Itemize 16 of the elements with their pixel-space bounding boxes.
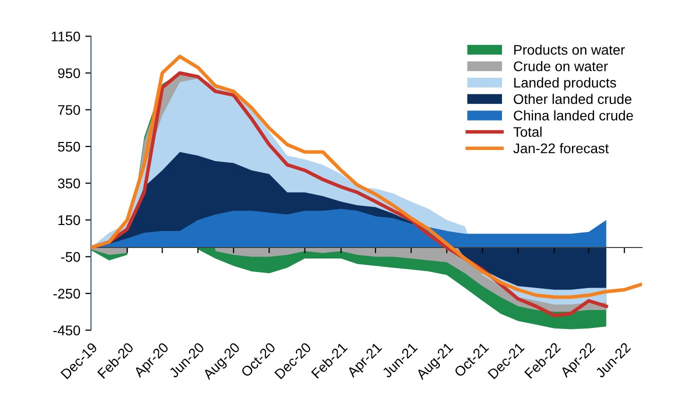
y-tick-label: 350 [58, 178, 80, 188]
legend-label: Crude on water [514, 61, 608, 72]
legend-label: China landed crude [514, 110, 633, 120]
y-tick-label: 150 [58, 215, 80, 226]
legend-label: Products on water [514, 44, 625, 55]
y-tick-label: -50 [61, 252, 80, 262]
y-tick-label: 1150 [52, 32, 80, 42]
legend-label: Landed products [514, 77, 616, 90]
y-tick-label: -450 [53, 326, 80, 336]
y-tick-label: 550 [58, 142, 80, 152]
legend-label: Jan-22 forecast [513, 143, 609, 154]
y-tick-label: 950 [58, 68, 80, 78]
y-tick-label: -250 [53, 288, 80, 299]
y-tick-label: 750 [58, 105, 80, 115]
legend-label: Total [513, 126, 542, 137]
legend-label: Other landed crude [514, 94, 632, 104]
